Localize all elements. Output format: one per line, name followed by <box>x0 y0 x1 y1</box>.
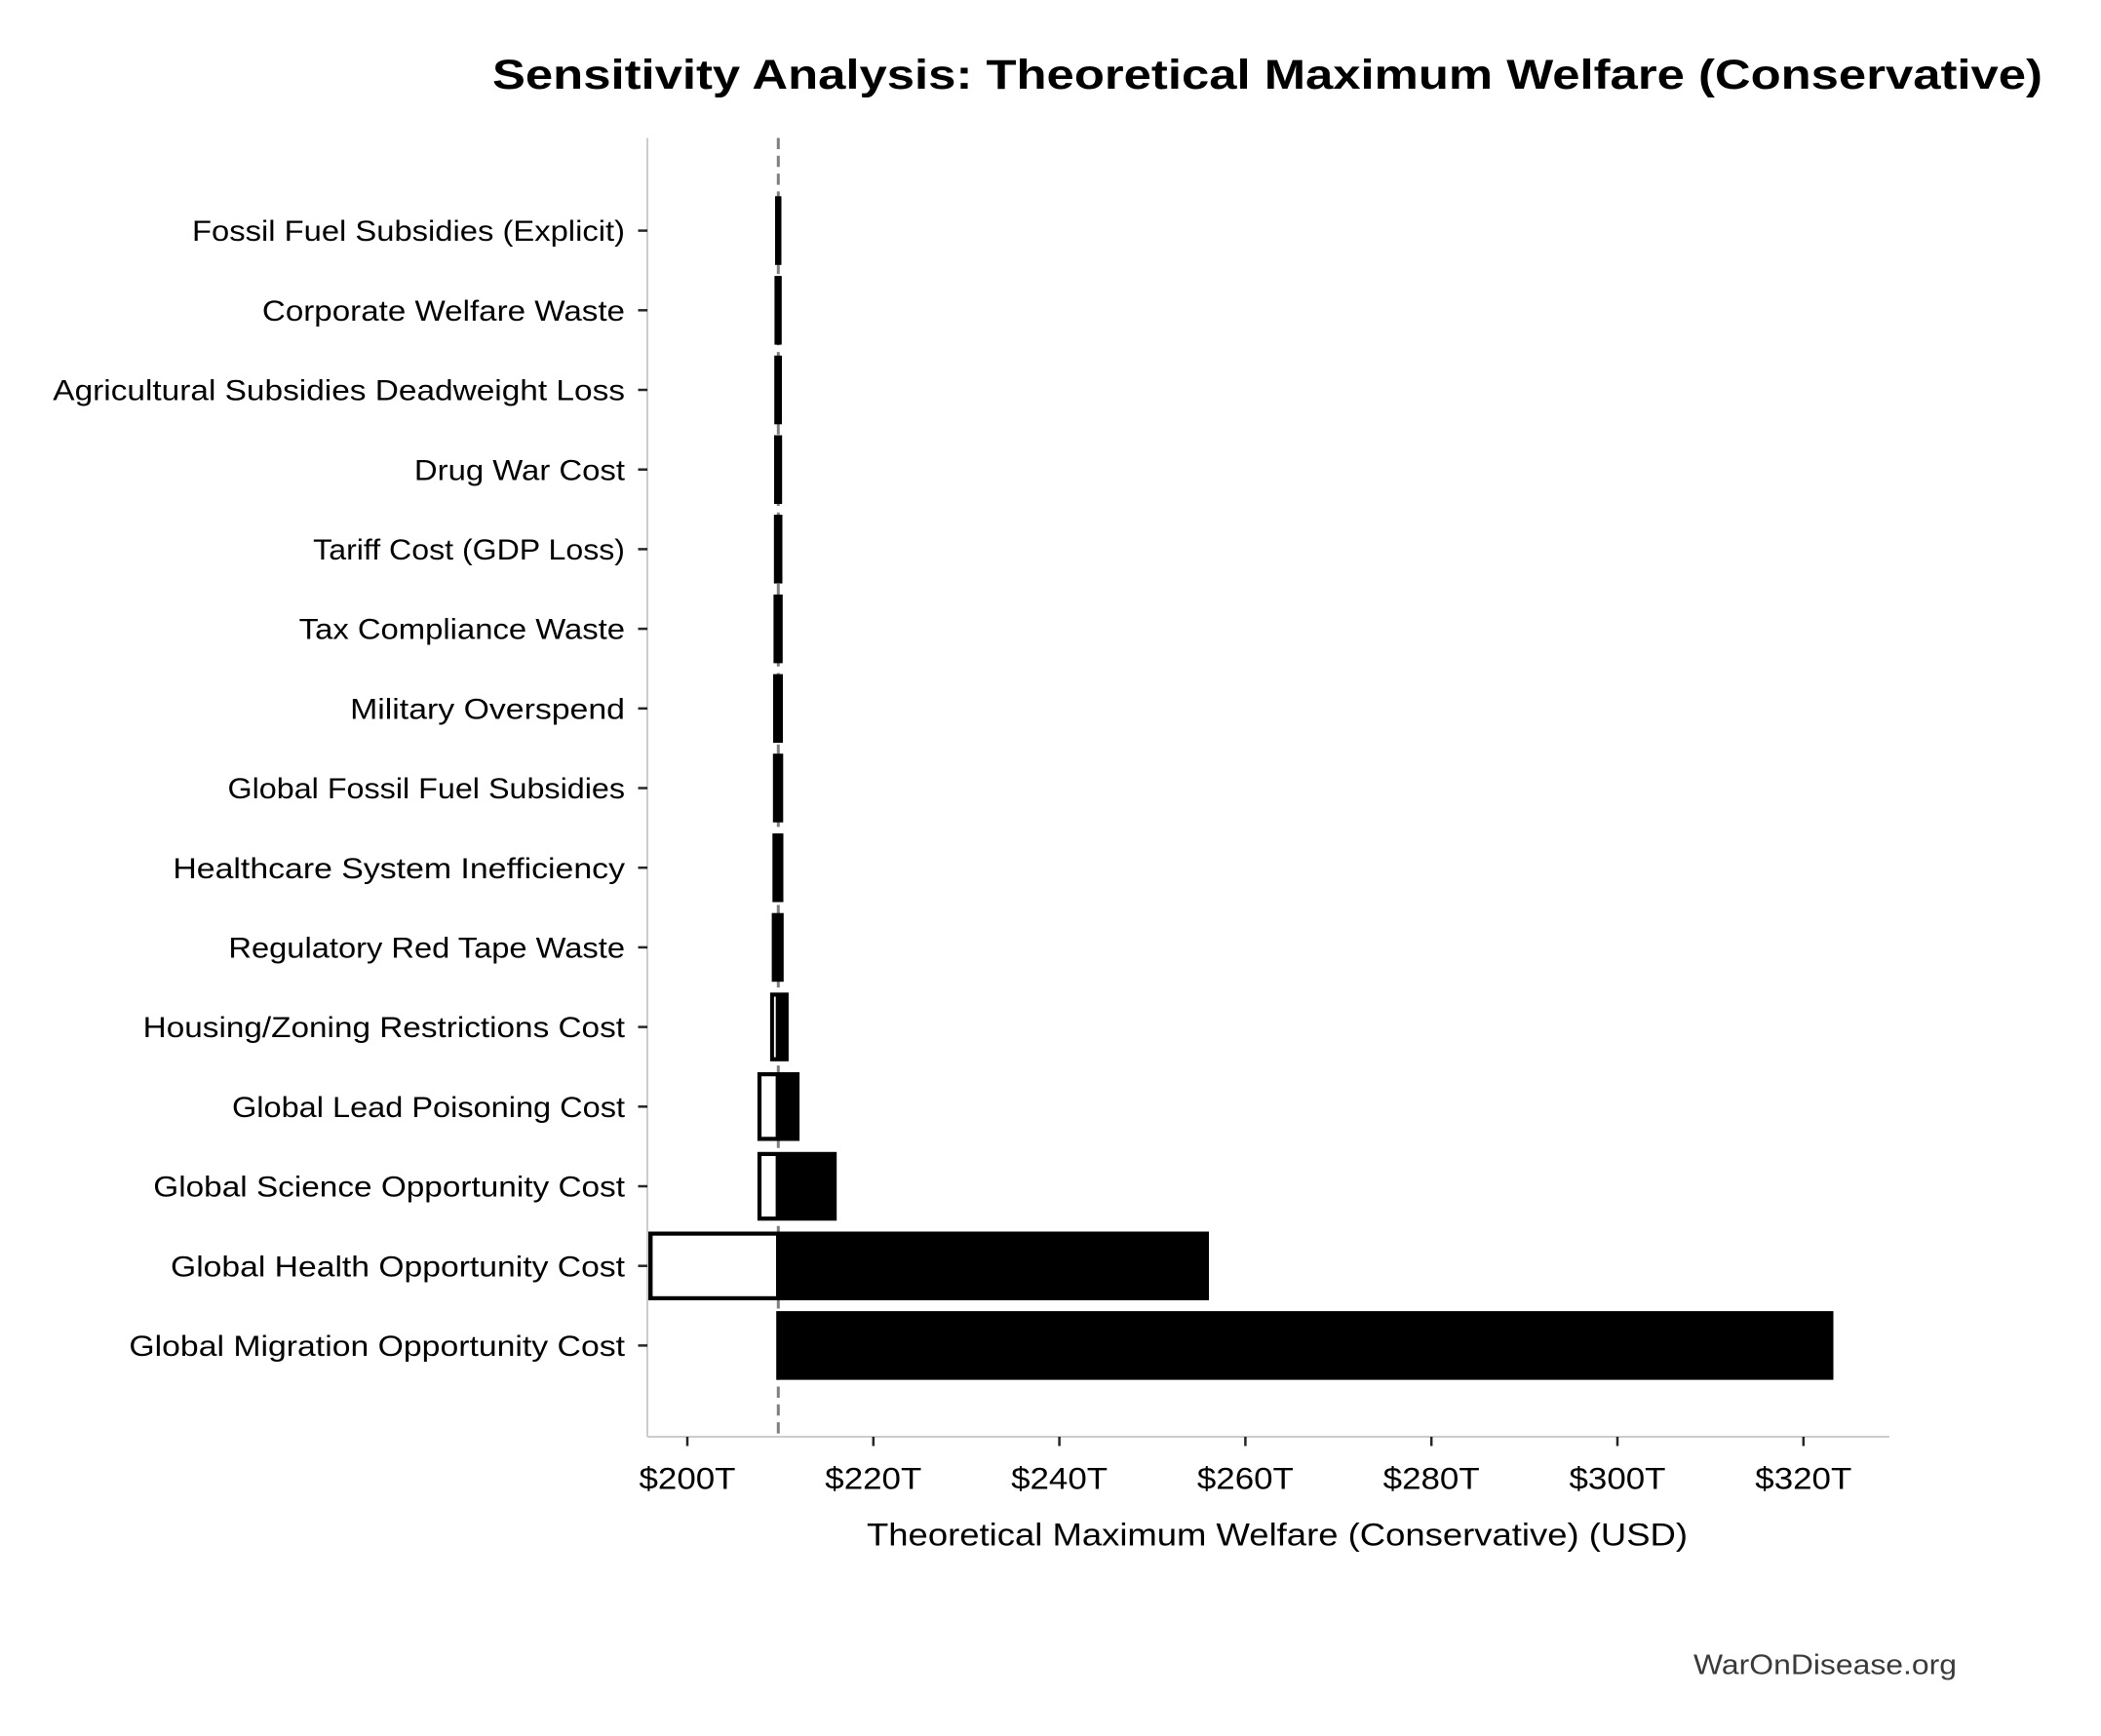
svg-text:Global Migration Opportunity C: Global Migration Opportunity Cost <box>129 1331 625 1363</box>
svg-text:Global Fossil Fuel Subsidies: Global Fossil Fuel Subsidies <box>228 773 626 805</box>
svg-text:$240T: $240T <box>1011 1461 1108 1496</box>
svg-text:Drug War Cost: Drug War Cost <box>414 454 625 486</box>
svg-text:Global Health Opportunity Cost: Global Health Opportunity Cost <box>171 1251 625 1283</box>
svg-text:Military Overspend: Military Overspend <box>350 693 625 725</box>
svg-text:Tax Compliance Waste: Tax Compliance Waste <box>299 614 625 646</box>
svg-text:Sensitivity Analysis: Theoreti: Sensitivity Analysis: Theoretical Maximu… <box>492 52 2043 98</box>
svg-text:Fossil Fuel Subsidies (Explici: Fossil Fuel Subsidies (Explicit) <box>192 215 625 248</box>
svg-text:Healthcare System Inefficiency: Healthcare System Inefficiency <box>173 853 625 885</box>
svg-text:Global Lead Poisoning Cost: Global Lead Poisoning Cost <box>232 1092 625 1124</box>
svg-text:Tariff Cost (GDP Loss): Tariff Cost (GDP Loss) <box>313 534 625 566</box>
svg-text:Agricultural Subsidies Deadwei: Agricultural Subsidies Deadweight Loss <box>53 375 625 407</box>
svg-text:Corporate Welfare Waste: Corporate Welfare Waste <box>262 295 625 328</box>
svg-text:Regulatory Red Tape Waste: Regulatory Red Tape Waste <box>228 933 625 965</box>
svg-text:$260T: $260T <box>1197 1461 1294 1496</box>
svg-text:$220T: $220T <box>825 1461 921 1496</box>
svg-text:$300T: $300T <box>1570 1461 1666 1496</box>
svg-text:$280T: $280T <box>1383 1461 1480 1496</box>
svg-text:Theoretical Maximum Welfare (C: Theoretical Maximum Welfare (Conservativ… <box>867 1517 1688 1553</box>
svg-text:WarOnDisease.org: WarOnDisease.org <box>1693 1650 1957 1681</box>
svg-text:$200T: $200T <box>640 1461 736 1496</box>
svg-text:Housing/Zoning Restrictions Co: Housing/Zoning Restrictions Cost <box>143 1012 625 1044</box>
svg-text:Global Science Opportunity Cos: Global Science Opportunity Cost <box>153 1172 625 1204</box>
svg-text:$320T: $320T <box>1755 1461 1851 1496</box>
